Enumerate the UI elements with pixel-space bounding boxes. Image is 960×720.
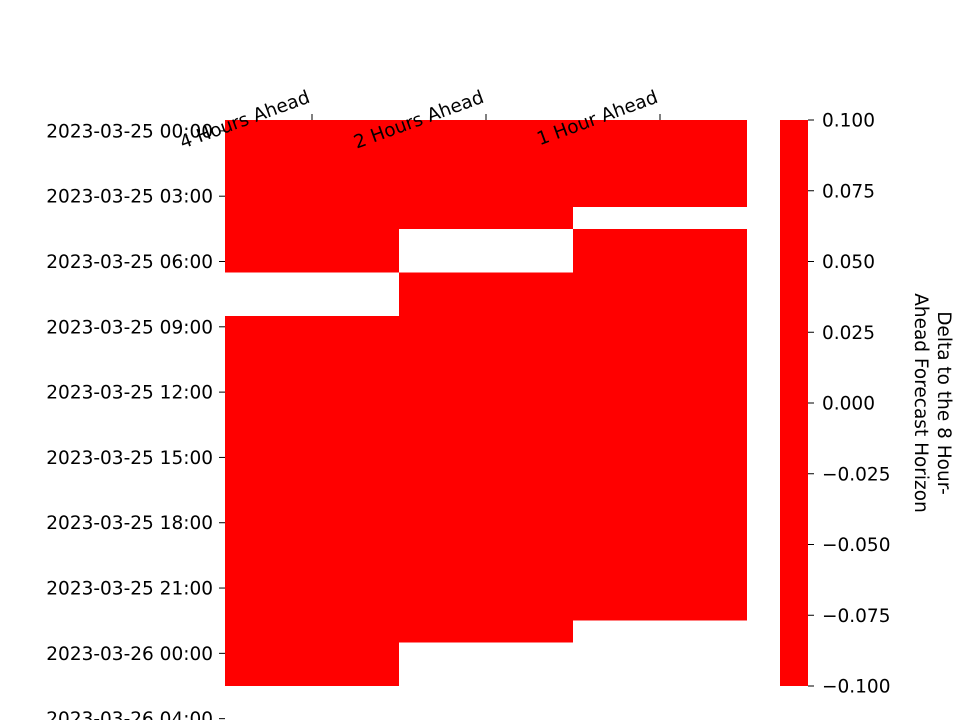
colorbar-tick-label: 0.025	[822, 323, 875, 344]
colorbar: 0.100 0.075 0.050 0.025 0.000 −0.025 −0.050 −0.…	[780, 111, 954, 698]
colorbar-label-line-1: Delta to the 8 Hour-	[933, 311, 954, 495]
heatmap-cell-block	[573, 120, 747, 208]
y-tick-label: 2023-03-26 04:00	[46, 709, 213, 720]
y-tick-label: 2023-03-25 06:00	[46, 252, 213, 273]
colorbar-tick-label: −0.050	[822, 535, 890, 556]
colorbar-tick-label: 0.100	[822, 111, 875, 132]
y-axis-ticks: 2023-03-25 00:00 2023-03-25 03:00 2023-03-…	[46, 121, 225, 720]
colorbar-tick-label: −0.025	[822, 464, 890, 485]
y-tick-label: 2023-03-25 03:00	[46, 187, 213, 208]
y-tick-label: 2023-03-25 21:00	[46, 579, 213, 600]
heatmap-cell-block	[225, 120, 399, 273]
y-tick-label: 2023-03-25 18:00	[46, 513, 213, 534]
colorbar-tick-label: −0.075	[822, 606, 890, 627]
colorbar-tick-label: 0.000	[822, 394, 875, 415]
heatmap-cells	[225, 120, 747, 686]
y-tick-label: 2023-03-25 15:00	[46, 448, 213, 469]
colorbar-bar	[780, 120, 808, 686]
y-tick-label: 2023-03-26 00:00	[46, 644, 213, 665]
heatmap-cell-block	[225, 315, 399, 686]
y-tick-label: 2023-03-25 12:00	[46, 383, 213, 404]
heatmap-cell-block	[399, 272, 573, 643]
heatmap-cell-block	[399, 120, 573, 229]
colorbar-tick-label: 0.075	[822, 181, 875, 202]
colorbar-label-line-2: Ahead Forecast Horizon	[910, 293, 931, 513]
y-tick-label: 2023-03-25 00:00	[46, 121, 213, 142]
heatmap-cell-block	[573, 228, 747, 621]
colorbar-tick-label: 0.050	[822, 252, 875, 273]
y-tick-label: 2023-03-25 09:00	[46, 317, 213, 338]
colorbar-tick-label: −0.100	[822, 677, 890, 698]
colorbar-ticks: 0.100 0.075 0.050 0.025 0.000 −0.025 −0.050 −0.…	[808, 111, 890, 698]
